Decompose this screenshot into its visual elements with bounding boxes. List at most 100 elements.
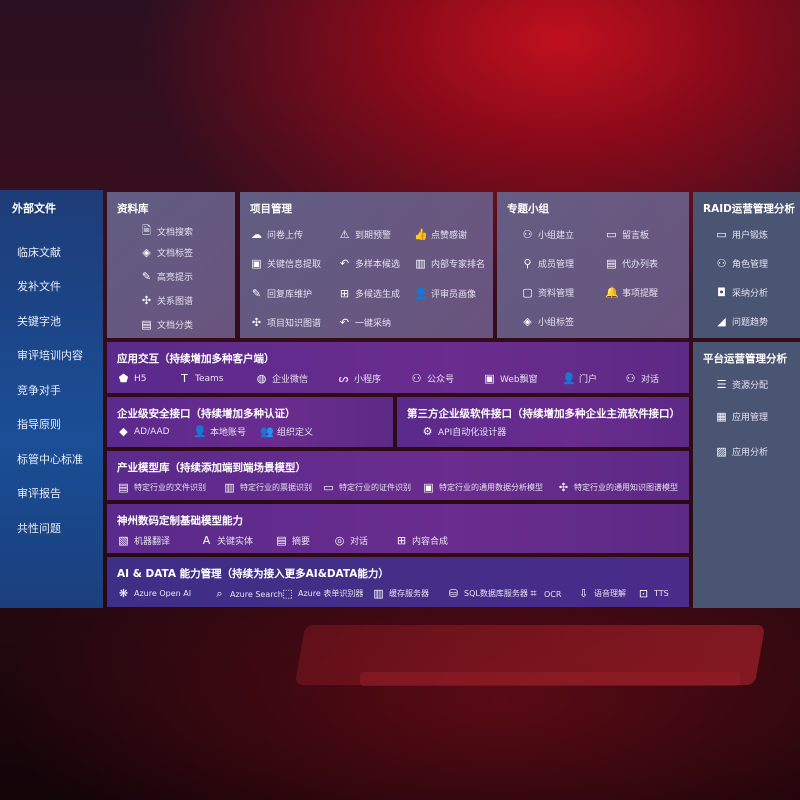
platform-item[interactable]: ▦ 应用管理 [715, 410, 768, 423]
cloud-upload-icon: ☁ [251, 228, 262, 241]
users-icon: ⚇ [411, 372, 422, 385]
interaction-item[interactable]: T Teams [178, 372, 223, 385]
aidata-item[interactable]: ⌕ Azure Search [213, 587, 282, 601]
security-item[interactable]: 👤 本地账号 [193, 425, 246, 438]
project-item[interactable]: ↶ 多样本候选 [338, 257, 400, 270]
sidebar-item[interactable]: 关键字池 [17, 315, 61, 328]
sidebar-item[interactable]: 审评报告 [17, 487, 61, 500]
base-item[interactable]: ⊞ 内容合成 [395, 534, 448, 547]
sidebar-item[interactable]: 标管中心标准 [17, 453, 83, 466]
project-item[interactable]: ▣ 关键信息提取 [250, 257, 321, 270]
database-icon: ⛁ [448, 587, 459, 600]
tts-icon: ⊡ [638, 587, 649, 600]
library-item[interactable]: ✣ 关系图谱 [140, 294, 193, 307]
base-item[interactable]: ◎ 对话 [333, 534, 368, 547]
platform-item[interactable]: ▨ 应用分析 [715, 445, 768, 458]
library-item[interactable]: ◈ 文档标签 [140, 246, 193, 259]
interaction-item[interactable]: ▣ Web飘窗 [483, 372, 537, 385]
thumbs-up-icon: 👍 [414, 228, 428, 241]
sidebar-item[interactable]: 指导原则 [17, 418, 61, 431]
project-item[interactable]: ▥ 内部专家排名 [414, 257, 485, 270]
users-icon: ⚇ [522, 228, 533, 241]
project-item[interactable]: ✎ 回复库维护 [250, 287, 312, 300]
alarm-icon: ⚠ [339, 228, 350, 241]
aidata-item[interactable]: ▥ 缓存服务器 [372, 587, 429, 600]
thirdparty-item[interactable]: ⚙ API自动化设计器 [421, 425, 507, 438]
panel-title: 神州数码定制基础模型能力 [117, 515, 243, 527]
raid-item[interactable]: ▭ 用户锻炼 [715, 228, 768, 241]
sidebar-item[interactable]: 审评培训内容 [17, 349, 83, 362]
project-item[interactable]: ⚠ 到期预警 [338, 228, 391, 241]
item-label: 公众号 [427, 375, 455, 385]
aidata-item[interactable]: ⌗ OCR [527, 587, 561, 601]
base-item[interactable]: A 关键实体 [200, 534, 253, 547]
aidata-item[interactable]: ⛁ SQL数据库服务器 [447, 587, 528, 600]
project-item[interactable]: ☁ 问卷上传 [250, 228, 303, 241]
security-item[interactable]: ◆ AD/AAD [117, 425, 169, 438]
platform-item[interactable]: ☰ 资源分配 [715, 378, 768, 391]
project-item[interactable]: ✣ 项目知识图谱 [250, 316, 321, 329]
item-label: 代办列表 [622, 260, 659, 270]
sidebar-item[interactable]: 发补文件 [17, 280, 61, 293]
aidata-item[interactable]: ⬚ Azure 表单识别器 [281, 587, 363, 600]
industry-item[interactable]: ▤ 特定行业的文件识别 [117, 481, 206, 494]
library-item[interactable]: ✎ 高亮提示 [140, 270, 193, 283]
interaction-item[interactable]: ᔕ 小程序 [337, 372, 381, 385]
interaction-item[interactable]: ◍ 企业微信 [255, 372, 308, 385]
interaction-item[interactable]: ⚇ 对话 [624, 372, 659, 385]
library-item[interactable]: 🗎 文档搜索 [140, 222, 193, 241]
base-item[interactable]: ▧ 机器翻译 [117, 534, 170, 547]
interaction-item[interactable]: ⚇ 公众号 [410, 372, 454, 385]
trend-icon: ◢ [717, 315, 726, 328]
aidata-item[interactable]: ❋ Azure Open AI [117, 587, 191, 600]
sidebar-item[interactable]: 临床文献 [17, 246, 61, 259]
item-label: 项目知识图谱 [267, 319, 322, 329]
item-label: 成员管理 [538, 260, 575, 270]
group-item[interactable]: ▤ 代办列表 [605, 257, 658, 270]
id-card-icon: ▭ [323, 481, 334, 494]
interaction-item[interactable]: ⬟ H5 [117, 372, 147, 385]
group-item[interactable]: ▢ 资料管理 [521, 286, 574, 299]
security-item[interactable]: 👥 组织定义 [260, 425, 313, 438]
group-item[interactable]: ⚲ 成员管理 [521, 257, 574, 270]
item-label: 回复库维护 [267, 290, 313, 300]
sidebar-item[interactable]: 竞争对手 [17, 384, 61, 397]
industry-item[interactable]: ▭ 特定行业的证件识别 [322, 481, 411, 494]
project-item[interactable]: 👤 评审员画像 [414, 287, 476, 300]
security-interface-panel: 企业级安全接口（持续增加多种认证） ◆ AD/AAD 👤 本地账号 👥 组织定义 [107, 397, 393, 447]
project-item[interactable]: ↶ 一键采纳 [338, 316, 391, 329]
window-icon: ▣ [251, 257, 262, 270]
raid-item[interactable]: ◘ 采纳分析 [715, 286, 768, 299]
industry-item[interactable]: ▥ 特定行业的票据识别 [223, 481, 312, 494]
pen-icon: ✎ [141, 270, 152, 283]
sidebar-item[interactable]: 共性问题 [17, 522, 61, 535]
group-item[interactable]: ◈ 小组标签 [521, 315, 574, 328]
industry-item[interactable]: ✣ 特定行业的通用知识图谱模型 [557, 481, 678, 494]
raid-item[interactable]: ◢ 问题趋势 [715, 315, 768, 328]
panel-title: 企业级安全接口（持续增加多种认证） [117, 408, 296, 420]
raid-item[interactable]: ⚇ 角色管理 [715, 257, 768, 270]
project-item[interactable]: 👍 点赞感谢 [414, 228, 467, 241]
base-item[interactable]: ▤ 摘要 [275, 534, 310, 547]
sidebar-title: 外部文件 [12, 202, 56, 215]
industry-item[interactable]: ▣ 特定行业的通用数据分析模型 [422, 481, 543, 494]
group-item[interactable]: ▭ 留言板 [605, 228, 649, 241]
item-label: 多候选生成 [355, 290, 401, 300]
app-interaction-panel: 应用交互（持续增加多种客户端） ⬟ H5 T Teams ◍ 企业微信 ᔕ 小程序 ⚇ 公众号 ▣ We… [107, 342, 689, 393]
item-label: 企业微信 [272, 375, 309, 385]
aidata-item[interactable]: ⇩ 语音理解 [577, 587, 626, 600]
aidata-item[interactable]: ⊡ TTS [637, 587, 669, 600]
library-item[interactable]: ▤ 文档分类 [140, 318, 193, 331]
group-item[interactable]: ⚇ 小组建立 [521, 228, 574, 241]
chart-icon: ▨ [716, 445, 727, 458]
item-label: 文档标签 [157, 249, 194, 259]
item-label: 关键实体 [217, 537, 254, 547]
interaction-item[interactable]: 👤 门户 [562, 372, 597, 385]
project-item[interactable]: ⊞ 多候选生成 [338, 287, 400, 300]
item-label: 内容合成 [412, 537, 449, 547]
group-item[interactable]: 🔔 事项提醒 [605, 286, 658, 299]
item-label: API自动化设计器 [438, 428, 507, 438]
graph-icon: ✣ [251, 316, 262, 329]
item-label: 多样本候选 [355, 260, 401, 270]
platform-analysis-panel: 平台运营管理分析 ☰ 资源分配 ▦ 应用管理 ▨ 应用分析 [693, 342, 800, 608]
